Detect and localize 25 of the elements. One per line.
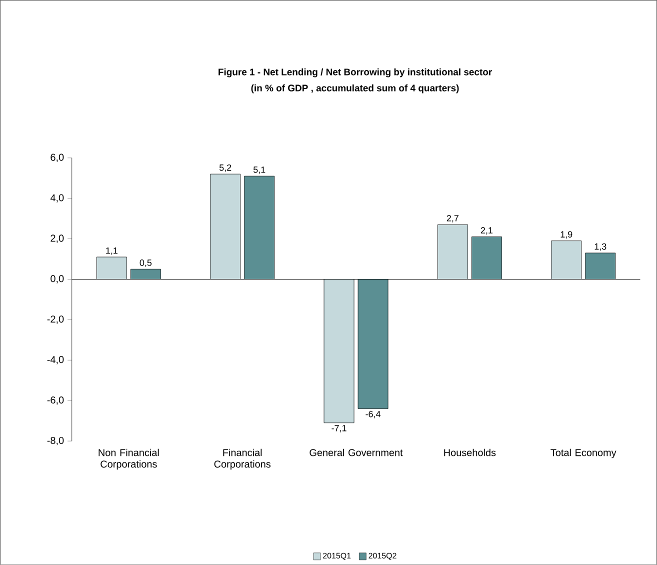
data-label: 0,5 xyxy=(140,260,152,267)
y-tick-label: -2,0 xyxy=(47,316,64,324)
data-label: 1,1 xyxy=(106,248,118,255)
data-label: 1,3 xyxy=(594,243,606,251)
data-label: 5,2 xyxy=(219,164,232,172)
chart-subtitle: (in % of GDP , accumulated sum of 4 quarters) xyxy=(251,84,459,94)
x-tick-label: Non Financial Corporations xyxy=(98,448,159,470)
data-label: 2,7 xyxy=(446,215,458,222)
y-tick-label: 6,0 xyxy=(50,154,64,162)
y-tick-label: -4,0 xyxy=(47,356,64,364)
y-tick-label: 2,0 xyxy=(50,234,64,243)
x-tick-label: Total Economy xyxy=(550,448,616,458)
y-tick-label: 0,0 xyxy=(50,275,64,284)
x-tick-label: General Government xyxy=(310,448,403,456)
data-label: 5,1 xyxy=(253,166,266,174)
data-label: 1,9 xyxy=(560,231,572,239)
y-tick-label: 4,0 xyxy=(50,194,64,202)
data-label: -6,4 xyxy=(366,410,380,418)
y-tick-label: -6,0 xyxy=(47,396,64,405)
x-tick-label: Financial Corporations xyxy=(214,448,271,470)
chart-title: Figure 1 - Net Lending / Net Borrowing by institutional sector xyxy=(218,68,492,78)
y-tick-label: -8,0 xyxy=(47,436,64,446)
x-tick-label: Households xyxy=(444,448,496,456)
data-label: -7,1 xyxy=(332,425,346,432)
data-label: 2,1 xyxy=(480,227,493,235)
